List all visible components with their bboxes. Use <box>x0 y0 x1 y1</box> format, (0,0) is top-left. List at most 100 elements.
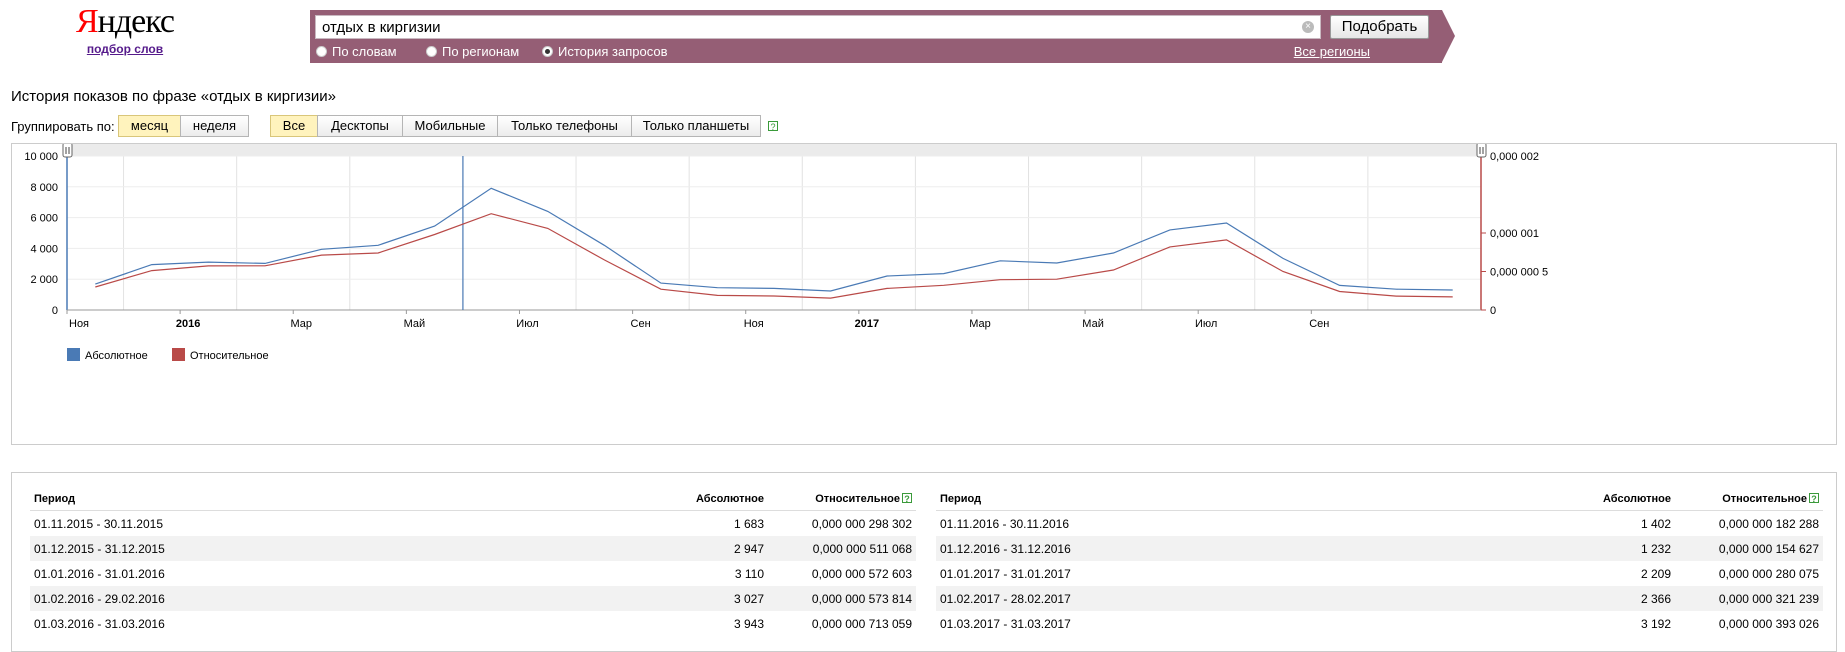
device-tablets-button[interactable]: Только планшеты <box>631 115 761 137</box>
col-relative: Относительное? <box>768 488 916 511</box>
mode-label: История запросов <box>558 44 668 59</box>
legend-label-absolute: Абсолютное <box>85 350 148 362</box>
grouping-label: Группировать по: <box>11 119 115 134</box>
cell-relative: 0,000 000 713 059 <box>811 616 912 631</box>
search-query: отдых в киргизии <box>322 19 441 36</box>
table-row: 01.12.2016 - 31.12.2016 1 232 0,000 000 15… <box>936 536 1823 561</box>
mode-label: По словам <box>332 44 397 59</box>
table-row: 01.03.2016 - 31.03.2016 3 943 0,000 000 71… <box>30 611 916 636</box>
mode-radio-regions[interactable]: По регионам <box>426 44 519 60</box>
radio-icon <box>426 46 437 57</box>
cell-relative: 0,000 000 573 814 <box>768 586 916 611</box>
col-relative-label: Относительное <box>1722 493 1807 505</box>
y-left-tick-label: 8 000 <box>30 182 58 194</box>
table-row: 01.11.2015 - 30.11.2015 1 683 0,000 000 29… <box>30 511 916 537</box>
history-chart: 10 000 8 000 6 000 4 000 2 000 0 0,000 002 0,00… <box>24 142 1548 362</box>
x-tick-label: 2016 <box>176 318 200 330</box>
cell-absolute: 3 943 <box>733 616 764 631</box>
mode-label: По регионам <box>442 44 520 59</box>
cell-period: 01.11.2015 - 30.11.2015 <box>34 516 163 531</box>
logo-first-letter: Я <box>75 3 99 40</box>
legend-label-relative: Относительное <box>190 350 269 362</box>
cell-absolute: 1 402 <box>1640 516 1671 531</box>
group-week-button[interactable]: неделя <box>180 115 249 137</box>
device-desktop-button[interactable]: Десктопы <box>317 115 403 137</box>
cell-absolute: 3 110 <box>734 566 764 581</box>
y-right-tick-label: 0 <box>1490 305 1496 317</box>
y-left-tick-label: 2 000 <box>30 274 58 286</box>
y-left-tick-label: 4 000 <box>30 243 58 255</box>
x-tick-label: Июл <box>516 318 538 330</box>
cell-relative: 0,000 000 511 068 <box>768 536 916 561</box>
search-bar: отдых в киргизии × Подобрать По словам П… <box>310 10 1442 63</box>
stats-table-right: Период Абсолютное Относительное? 01.11.2… <box>936 488 1823 636</box>
clear-icon[interactable]: × <box>1302 21 1314 33</box>
cell-period: 01.12.2015 - 31.12.2015 <box>30 536 600 561</box>
x-tick-label: Май <box>1082 318 1104 330</box>
cell-period: 01.01.2016 - 31.01.2016 <box>34 566 165 581</box>
table-row: 01.01.2016 - 31.01.2016 3 110 0,000 000 57… <box>30 561 916 586</box>
help-icon[interactable]: ? <box>1809 493 1819 504</box>
cell-absolute: 2 209 <box>1640 566 1671 581</box>
logo-rest: ндекс <box>97 3 175 40</box>
yandex-logo[interactable]: Яндекс подбор слов <box>70 4 180 57</box>
device-all-button[interactable]: Все <box>270 115 318 137</box>
table-row: 01.12.2015 - 31.12.2015 2 947 0,000 000 51… <box>30 536 916 561</box>
help-icon[interactable]: ? <box>768 121 778 132</box>
device-phones-button[interactable]: Только телефоны <box>497 115 632 137</box>
submit-button[interactable]: Подобрать <box>1330 15 1429 39</box>
wordstat-link[interactable]: подбор слов <box>86 42 164 56</box>
range-handle-right <box>1476 142 1487 158</box>
cell-relative: 0,000 000 572 603 <box>811 566 912 581</box>
cell-absolute: 2 366 <box>1507 586 1675 611</box>
col-period: Период <box>936 488 1507 511</box>
mode-radio-words[interactable]: По словам <box>316 44 397 60</box>
col-absolute: Абсолютное <box>1507 488 1675 511</box>
plot-area <box>67 156 1481 310</box>
range-navigator <box>67 144 1481 156</box>
cell-period: 01.12.2016 - 31.12.2016 <box>936 536 1507 561</box>
x-tick-label: Мар <box>969 318 991 330</box>
page-title: История показов по фразе «отдых в киргиз… <box>11 88 336 105</box>
regions-link[interactable]: Все регионы <box>1293 44 1370 59</box>
x-tick-label: Мар <box>290 318 312 330</box>
cell-period: 01.03.2017 - 31.03.2017 <box>940 616 1071 631</box>
device-mobile-button[interactable]: Мобильные <box>402 115 498 137</box>
cell-relative: 0,000 000 298 302 <box>811 516 912 531</box>
cell-period: 01.02.2016 - 29.02.2016 <box>30 586 600 611</box>
radio-icon <box>316 46 327 57</box>
cell-relative: 0,000 000 280 075 <box>1718 566 1819 581</box>
y-left-tick-label: 6 000 <box>30 213 58 225</box>
y-left-tick-label: 0 <box>52 305 58 317</box>
cell-relative: 0,000 000 182 288 <box>1718 516 1819 531</box>
cell-absolute: 3 192 <box>1640 616 1671 631</box>
cell-absolute: 1 232 <box>1507 536 1675 561</box>
series-line-relative <box>95 213 1453 299</box>
cell-relative: 0,000 000 393 026 <box>1718 616 1819 631</box>
cell-absolute: 1 683 <box>733 516 764 531</box>
y-right-tick-label: 0,000 001 <box>1490 228 1539 240</box>
logo-wordmark: Яндекс <box>70 4 180 40</box>
group-month-button[interactable]: месяц <box>118 115 181 137</box>
table-row: 01.11.2016 - 30.11.2016 1 402 0,000 000 18… <box>936 511 1823 537</box>
cell-period: 01.01.2017 - 31.01.2017 <box>940 566 1071 581</box>
table-row: 01.01.2017 - 31.01.2017 2 209 0,000 000 28… <box>936 561 1823 586</box>
cell-period: 01.03.2016 - 31.03.2016 <box>34 616 165 631</box>
search-input[interactable]: отдых в киргизии × <box>315 15 1321 39</box>
x-tick-label: Сен <box>1309 318 1329 330</box>
legend-swatch-relative <box>172 348 185 361</box>
legend-swatch-absolute <box>67 348 80 361</box>
x-tick-label: Июл <box>1195 318 1217 330</box>
mode-radio-history[interactable]: История запросов <box>542 44 668 60</box>
col-period: Период <box>30 488 600 511</box>
table-row: 01.02.2016 - 29.02.2016 3 027 0,000 000 57… <box>30 586 916 611</box>
y-right-tick-label: 0,000 000 5 <box>1490 267 1548 279</box>
cell-relative: 0,000 000 154 627 <box>1675 536 1823 561</box>
stats-table-left: Период Абсолютное Относительное? 01.11.2… <box>30 488 916 636</box>
cell-relative: 0,000 000 321 239 <box>1675 586 1823 611</box>
help-icon[interactable]: ? <box>902 493 912 504</box>
range-handle-left <box>62 142 73 158</box>
cell-period: 01.11.2016 - 30.11.2016 <box>940 516 1069 531</box>
table-row: 01.02.2017 - 28.02.2017 2 366 0,000 000 32… <box>936 586 1823 611</box>
col-relative-label: Относительное <box>815 493 900 505</box>
